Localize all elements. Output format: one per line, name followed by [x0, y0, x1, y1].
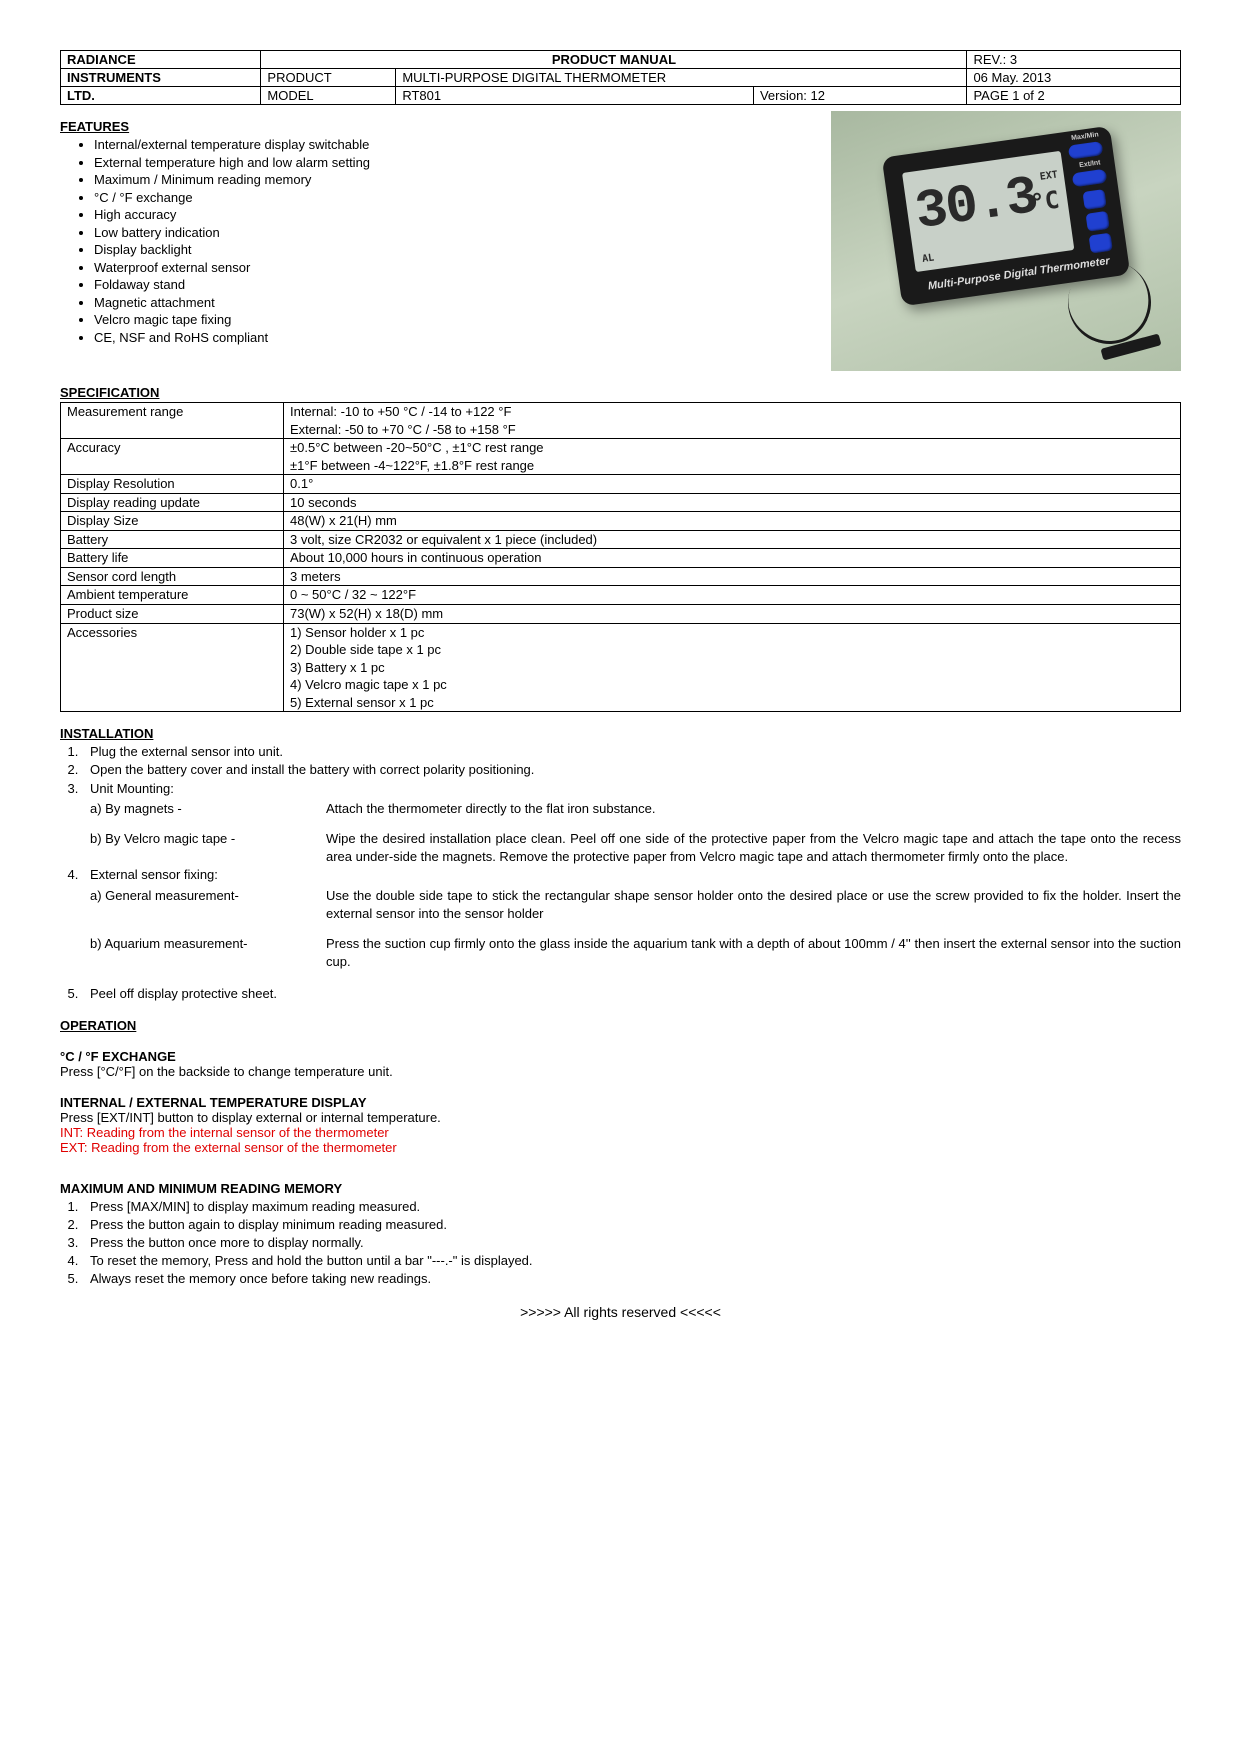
company-row3: LTD.	[61, 87, 261, 105]
install-4a-label: a) General measurement-	[90, 887, 326, 923]
cf-title: °C / °F EXCHANGE	[60, 1049, 1181, 1064]
maxmin-title: MAXIMUM AND MINIMUM READING MEMORY	[60, 1181, 1181, 1196]
btn-maxmin	[1068, 141, 1104, 160]
lcd-temp: 30.3	[912, 167, 1041, 244]
spec-key: Product size	[61, 605, 284, 624]
company-row2: INSTRUMENTS	[61, 69, 261, 87]
install-list-5: Peel off display protective sheet.	[60, 985, 1181, 1003]
spec-value: 0 ~ 50°C / 32 ~ 122°F	[284, 586, 1181, 605]
install-step-4: External sensor fixing: a) General measu…	[82, 866, 1181, 971]
feature-item: Velcro magic tape fixing	[94, 311, 811, 329]
spec-value: Internal: -10 to +50 °C / -14 to +122 °F…	[284, 403, 1181, 439]
maxmin-item: Press [MAX/MIN] to display maximum readi…	[82, 1198, 1181, 1216]
intext-red2: EXT: Reading from the external sensor of…	[60, 1140, 1181, 1155]
company-row1: RADIANCE	[61, 51, 261, 69]
spec-title: SPECIFICATION	[60, 385, 1181, 400]
lcd-alarm-label: AL	[921, 252, 934, 265]
model-label: MODEL	[261, 87, 396, 105]
spec-value: 3 meters	[284, 567, 1181, 586]
feature-item: Foldaway stand	[94, 276, 811, 294]
rev: REV.: 3	[967, 51, 1181, 69]
intext-title: INTERNAL / EXTERNAL TEMPERATURE DISPLAY	[60, 1095, 1181, 1110]
header-table: RADIANCE PRODUCT MANUAL REV.: 3 INSTRUME…	[60, 50, 1181, 105]
features-title: FEATURES	[60, 119, 811, 134]
maxmin-list: Press [MAX/MIN] to display maximum readi…	[60, 1198, 1181, 1289]
product-photo: 30.3 EXT °C AL Multi-Purpose Digital The…	[831, 111, 1181, 371]
spec-key: Display Size	[61, 512, 284, 531]
install-title: INSTALLATION	[60, 726, 1181, 741]
product-label: PRODUCT	[261, 69, 396, 87]
operation-title: OPERATION	[60, 1018, 1181, 1033]
feature-item: CE, NSF and RoHS compliant	[94, 329, 811, 347]
spec-key: Measurement range	[61, 403, 284, 439]
install-step-1: Plug the external sensor into unit.	[82, 743, 1181, 761]
install-4b-label: b) Aquarium measurement-	[90, 935, 326, 971]
install-step-3: Unit Mounting: a) By magnets - Attach th…	[82, 780, 1181, 867]
btn-extint-label: Ext/Int	[1079, 159, 1101, 169]
install-step3-text: Unit Mounting:	[90, 781, 174, 796]
feature-item: Low battery indication	[94, 224, 811, 242]
feature-item: Maximum / Minimum reading memory	[94, 171, 811, 189]
spec-value: About 10,000 hours in continuous operati…	[284, 549, 1181, 568]
install-4a-desc: Use the double side tape to stick the re…	[326, 887, 1181, 923]
cf-text: Press [°C/°F] on the backside to change …	[60, 1064, 1181, 1079]
spec-value: 48(W) x 21(H) mm	[284, 512, 1181, 531]
spec-value: ±0.5°C between -20~50°C , ±1°C rest rang…	[284, 439, 1181, 475]
spec-key: Ambient temperature	[61, 586, 284, 605]
maxmin-item: To reset the memory, Press and hold the …	[82, 1252, 1181, 1270]
spec-key: Battery	[61, 530, 284, 549]
spec-value: 0.1°	[284, 475, 1181, 494]
spec-value: 73(W) x 52(H) x 18(D) mm	[284, 605, 1181, 624]
features-list: Internal/external temperature display sw…	[60, 136, 811, 347]
install-step-2: Open the battery cover and install the b…	[82, 761, 1181, 779]
btn-down	[1089, 233, 1113, 254]
intext-text: Press [EXT/INT] button to display extern…	[60, 1110, 1181, 1125]
install-3b-desc: Wipe the desired installation place clea…	[326, 830, 1181, 866]
feature-item: Waterproof external sensor	[94, 259, 811, 277]
install-3b-label: b) By Velcro magic tape -	[90, 830, 326, 866]
btn-extint	[1072, 169, 1108, 188]
spec-key: Battery life	[61, 549, 284, 568]
btn-maxmin-label: Max/Min	[1071, 131, 1099, 142]
spec-key: Accuracy	[61, 439, 284, 475]
lcd-unit: °C	[1029, 186, 1062, 218]
page: PAGE 1 of 2	[967, 87, 1181, 105]
spec-value: 10 seconds	[284, 493, 1181, 512]
lcd-ext-label: EXT	[1039, 169, 1058, 182]
feature-item: External temperature high and low alarm …	[94, 154, 811, 172]
spec-value: 1) Sensor holder x 1 pc 2) Double side t…	[284, 623, 1181, 712]
btn-alarm	[1082, 189, 1106, 210]
install-3a-desc: Attach the thermometer directly to the f…	[326, 800, 1181, 818]
feature-item: Magnetic attachment	[94, 294, 811, 312]
feature-item: Display backlight	[94, 241, 811, 259]
manual-title: PRODUCT MANUAL	[261, 51, 967, 69]
version: Version: 12	[753, 87, 967, 105]
maxmin-item: Press the button once more to display no…	[82, 1234, 1181, 1252]
spec-key: Accessories	[61, 623, 284, 712]
maxmin-item: Press the button again to display minimu…	[82, 1216, 1181, 1234]
intext-red1: INT: Reading from the internal sensor of…	[60, 1125, 1181, 1140]
model-value: RT801	[396, 87, 754, 105]
spec-key: Display Resolution	[61, 475, 284, 494]
install-step4-text: External sensor fixing:	[90, 867, 218, 882]
feature-item: High accuracy	[94, 206, 811, 224]
date: 06 May. 2013	[967, 69, 1181, 87]
spec-key: Sensor cord length	[61, 567, 284, 586]
feature-item: Internal/external temperature display sw…	[94, 136, 811, 154]
maxmin-item: Always reset the memory once before taki…	[82, 1270, 1181, 1288]
btn-up	[1085, 211, 1109, 232]
install-4b-desc: Press the suction cup firmly onto the gl…	[326, 935, 1181, 971]
install-step-5: Peel off display protective sheet.	[82, 985, 1181, 1003]
spec-value: 3 volt, size CR2032 or equivalent x 1 pi…	[284, 530, 1181, 549]
footer: >>>>> All rights reserved <<<<<	[60, 1304, 1181, 1320]
install-3a-label: a) By magnets -	[90, 800, 326, 818]
install-list: Plug the external sensor into unit. Open…	[60, 743, 1181, 971]
spec-table: Measurement rangeInternal: -10 to +50 °C…	[60, 402, 1181, 712]
feature-item: °C / °F exchange	[94, 189, 811, 207]
spec-key: Display reading update	[61, 493, 284, 512]
product-value: MULTI-PURPOSE DIGITAL THERMOMETER	[396, 69, 967, 87]
